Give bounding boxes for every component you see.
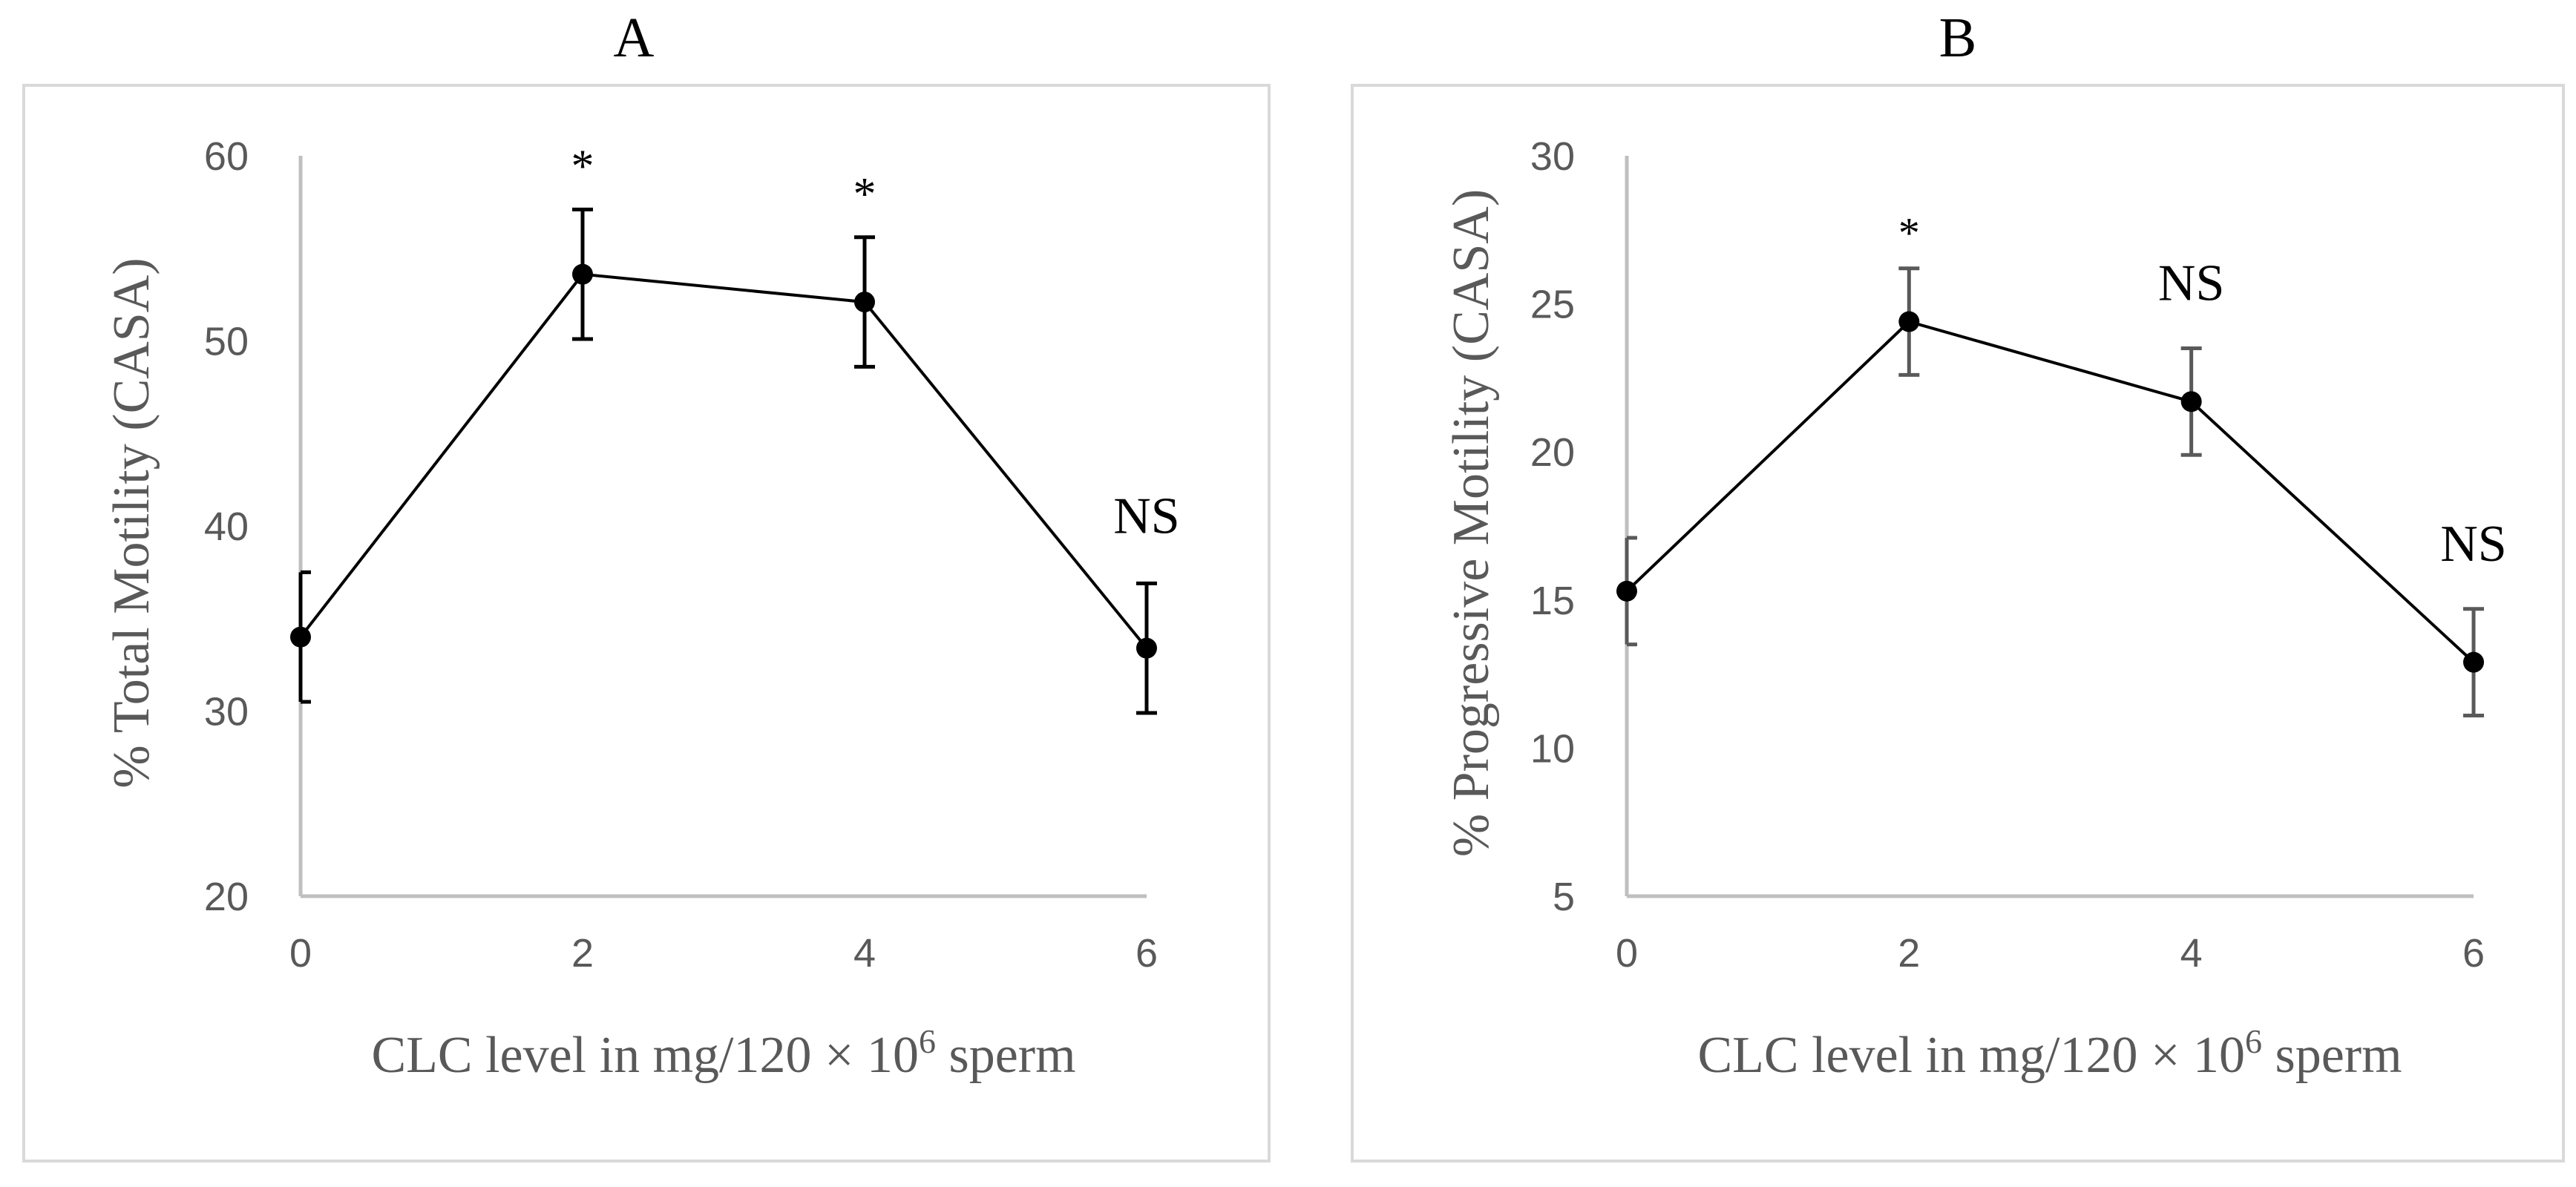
y-tick-label: 25 xyxy=(1530,283,1575,327)
x-tick-label: 4 xyxy=(2180,931,2203,976)
data-point xyxy=(290,626,311,648)
y-tick-label: 40 xyxy=(204,504,249,549)
y-tick-label: 30 xyxy=(204,690,249,734)
panel-a-plot: 20 30 40 50 60 0 2 4 6 % Total Motility (CASA) CLC… xyxy=(103,134,1180,1084)
panel-b-title: B xyxy=(1938,7,1977,69)
y-axis-label: % Progressive Motility (CASA) xyxy=(1443,189,1500,857)
significance-star: * xyxy=(853,169,876,220)
data-point xyxy=(2180,391,2202,412)
significance-star: * xyxy=(571,141,594,191)
series-line xyxy=(299,272,1148,649)
y-axis-label: % Total Motility (CASA) xyxy=(103,257,160,788)
x-tick-label: 2 xyxy=(1898,931,1920,976)
y-tick-label: 30 xyxy=(1530,134,1575,179)
data-point xyxy=(1616,580,1637,602)
y-tick-label: 20 xyxy=(1530,430,1575,475)
data-point xyxy=(2463,651,2484,673)
y-tick-label: 10 xyxy=(1530,726,1575,771)
x-tick-label: 0 xyxy=(289,931,312,976)
x-tick-label: 6 xyxy=(2462,931,2485,976)
y-tick-label: 60 xyxy=(204,134,249,179)
ns-label: NS xyxy=(2440,516,2506,573)
panel-b-frame xyxy=(1351,84,2565,1163)
series-line xyxy=(1625,320,2475,664)
x-tick-label: 2 xyxy=(571,931,594,976)
y-tick-label: 20 xyxy=(204,875,249,919)
data-point xyxy=(572,263,593,285)
data-point xyxy=(854,292,875,313)
x-tick-label: 6 xyxy=(1135,931,1158,976)
ns-label: NS xyxy=(1113,487,1179,545)
x-axis-label: CLC level in mg/120 × 106 sperm xyxy=(371,1022,1075,1084)
significance-star: * xyxy=(1898,209,1920,257)
x-tick-label: 4 xyxy=(853,931,876,976)
data-point xyxy=(1898,311,1920,332)
ns-label: NS xyxy=(2158,254,2224,312)
panel-a-title: A xyxy=(613,7,655,69)
data-point xyxy=(1136,637,1157,659)
y-tick-label: 5 xyxy=(1553,875,1575,919)
y-tick-label: 50 xyxy=(204,320,249,364)
panel-a-frame xyxy=(22,84,1271,1163)
x-axis-label: CLC level in mg/120 × 106 sperm xyxy=(1697,1022,2402,1084)
panel-b-plot: 5 10 15 20 25 30 0 2 4 6 % Progressive Motility (C… xyxy=(1443,134,2507,1084)
x-tick-label: 0 xyxy=(1616,931,1638,976)
y-tick-label: 15 xyxy=(1530,579,1575,623)
